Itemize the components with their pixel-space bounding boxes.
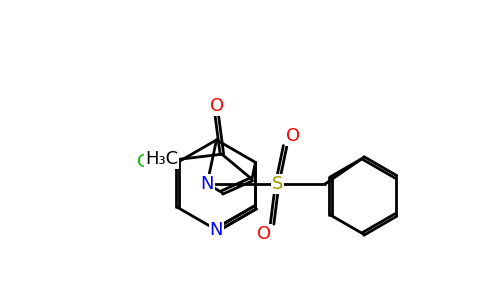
Text: H₃C: H₃C: [145, 150, 179, 168]
Text: O: O: [286, 127, 300, 145]
Text: O: O: [210, 97, 224, 115]
Text: S: S: [272, 175, 283, 193]
Text: N: N: [200, 175, 214, 193]
Text: Cl: Cl: [136, 153, 154, 171]
Text: O: O: [257, 225, 271, 243]
Text: N: N: [210, 221, 223, 239]
